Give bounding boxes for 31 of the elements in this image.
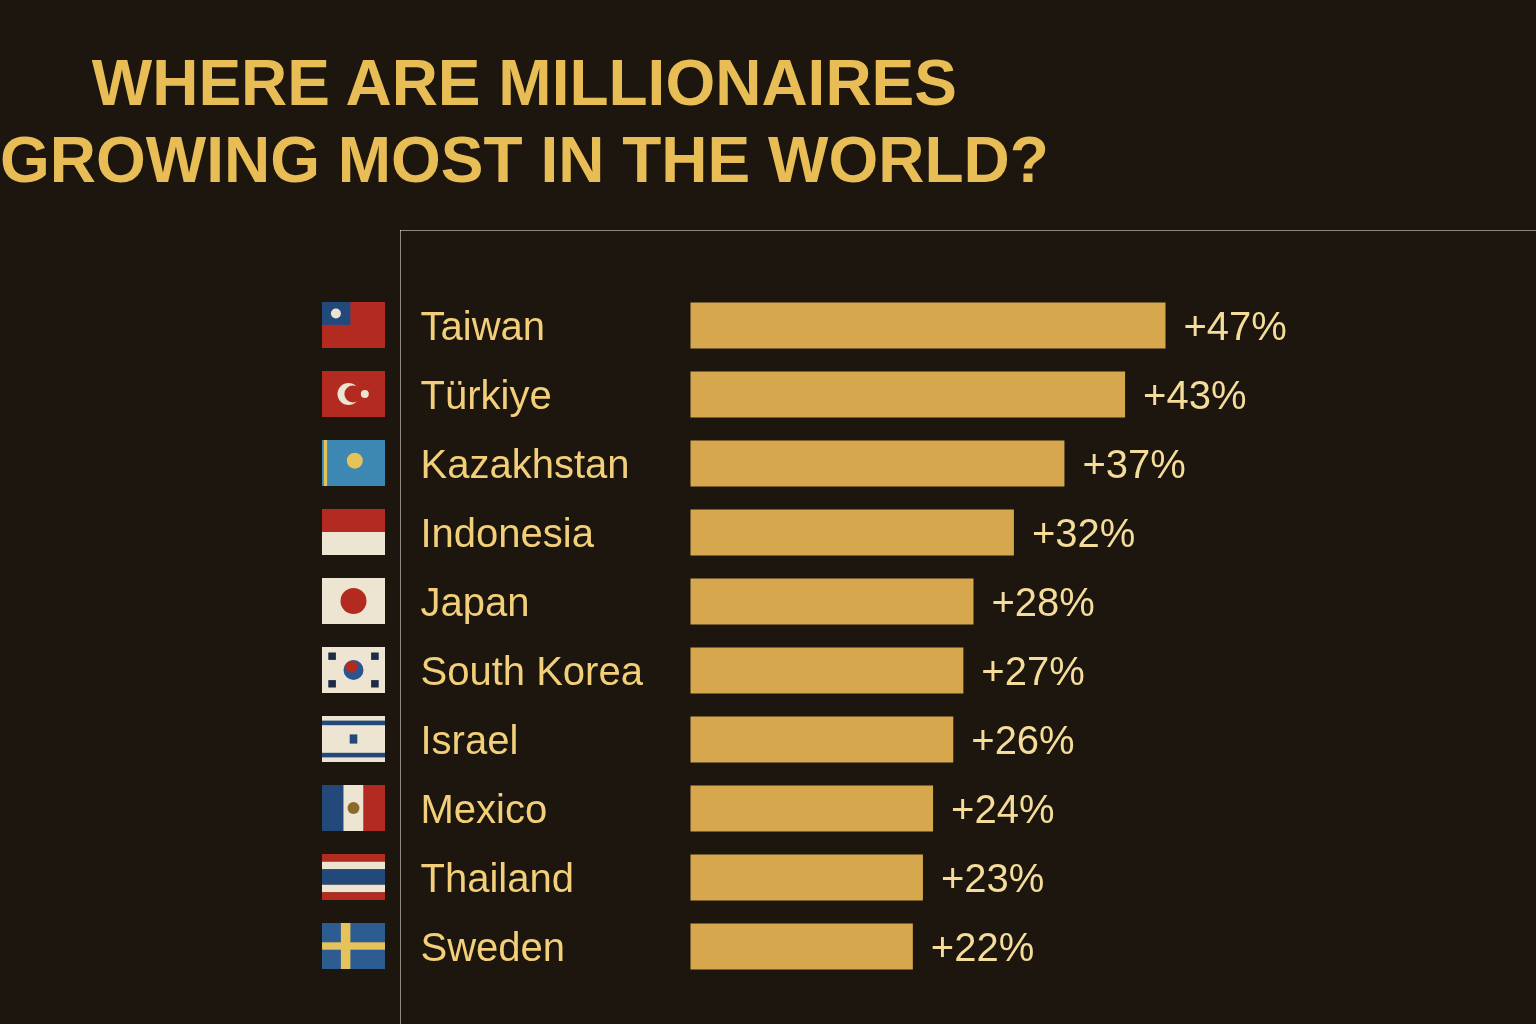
chart-title: WHERE ARE MILLIONAIRES GROWING MOST IN THE WORLD? xyxy=(0,46,1050,198)
y-tick-label: Mexico xyxy=(420,786,548,831)
bar xyxy=(690,302,1166,349)
data-label: +32% xyxy=(1031,510,1136,555)
bar xyxy=(690,578,974,625)
y-tick-label: Kazakhstan xyxy=(420,441,630,486)
data-label: +43% xyxy=(1143,372,1247,417)
data-label: +24% xyxy=(951,786,1055,831)
data-label: +23% xyxy=(940,855,1045,900)
y-tick-label: Israel xyxy=(420,717,519,762)
bar xyxy=(690,509,1014,556)
bar xyxy=(690,854,923,901)
data-label: +37% xyxy=(1082,441,1186,486)
bar xyxy=(690,923,913,970)
y-tick-label: Thailand xyxy=(420,855,574,900)
y-tick-label: Sweden xyxy=(420,924,566,969)
y-tick-label: Japan xyxy=(420,579,530,624)
bar xyxy=(690,371,1126,418)
y-tick-label: South Korea xyxy=(420,648,644,693)
bar xyxy=(690,785,934,832)
bar xyxy=(690,647,964,694)
data-label: +47% xyxy=(1183,303,1287,348)
bar xyxy=(690,716,954,763)
bar xyxy=(690,440,1065,487)
y-tick-label: Indonesia xyxy=(420,510,595,555)
data-label: +27% xyxy=(981,648,1085,693)
y-tick-label: Türkiye xyxy=(420,372,552,417)
y-tick-label: Taiwan xyxy=(420,303,546,348)
data-label: +22% xyxy=(930,924,1035,969)
data-label: +26% xyxy=(971,717,1075,762)
data-label: +28% xyxy=(991,579,1095,624)
